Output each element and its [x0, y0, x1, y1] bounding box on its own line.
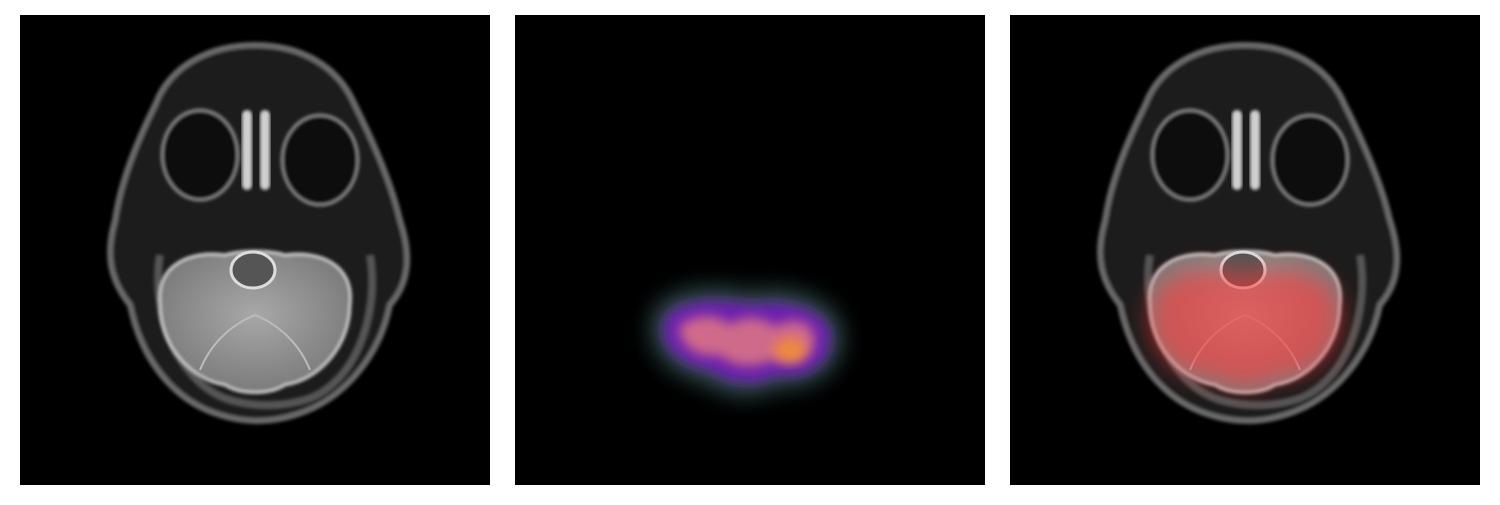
fusion-overlay	[1149, 269, 1341, 389]
pet-panel	[515, 15, 985, 485]
